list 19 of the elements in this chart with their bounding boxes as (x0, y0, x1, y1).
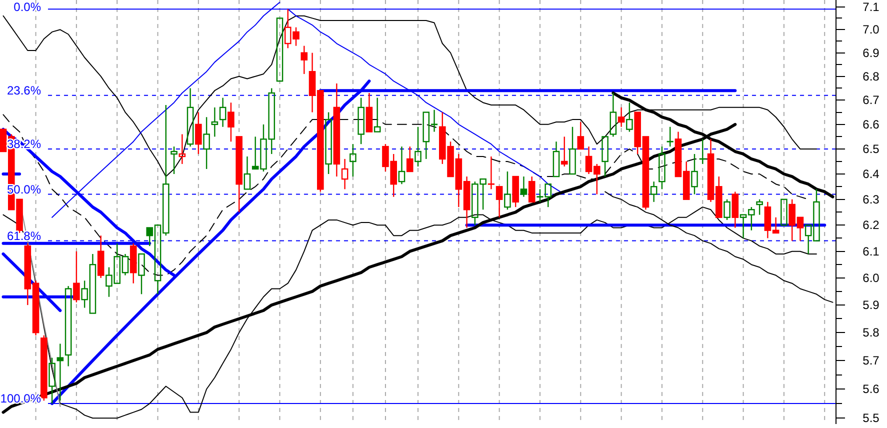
y-tick-label: 6.5 (862, 142, 880, 156)
y-tick-label: 6.4 (862, 167, 880, 181)
y-tick-label: 6.1 (862, 244, 880, 258)
y-tick-label: 7.0 (862, 22, 880, 37)
y-tick-label: 5.7 (862, 354, 880, 368)
y-tick-label: 6.8 (862, 69, 880, 84)
y-tick-label: 6.2 (862, 218, 880, 232)
y-tick-label: 5.9 (862, 298, 880, 312)
annotation: 23.6% (6, 83, 42, 98)
y-tick-label: 5.6 (862, 382, 880, 396)
y-tick-label: 5.8 (862, 326, 880, 340)
y-tick-label: 7.1 (862, 0, 880, 14)
y-tick-label: 5.5 (862, 411, 880, 426)
y-tick-label: 6.6 (862, 117, 880, 132)
y-tick-label: 6.9 (862, 46, 880, 60)
y-tick-label: 6.0 (862, 270, 880, 285)
y-tick-label: 6.3 (862, 192, 880, 206)
y-tick-label: 6.7 (862, 93, 880, 108)
annotation: 0.0% (14, 0, 42, 14)
